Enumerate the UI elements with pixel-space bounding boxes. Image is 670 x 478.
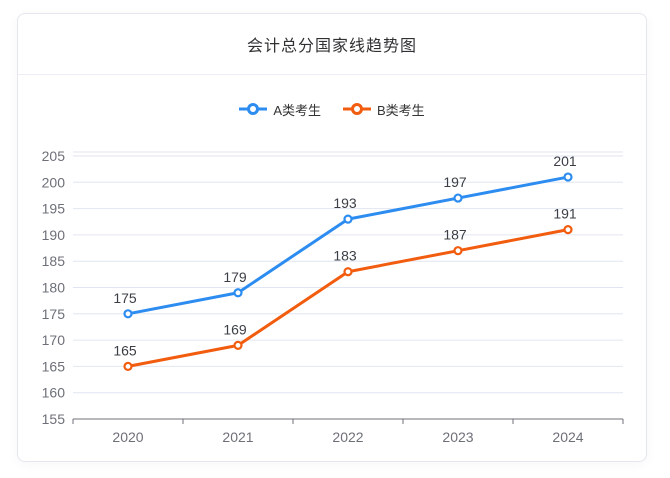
chart-legend: A类考生 B类考生	[18, 99, 646, 119]
series-1: 165 169 183 187 191	[113, 206, 577, 371]
y-tick-label: 170	[42, 332, 66, 348]
data-point	[343, 214, 353, 224]
x-axis: 2020 2021 2022 2023 2024	[72, 418, 624, 445]
legend-item-0[interactable]: A类考生	[239, 100, 321, 119]
chart-card-header: 会计总分国家线趋势图	[18, 14, 646, 75]
legend-marker-icon	[343, 103, 371, 115]
legend-label: A类考生	[273, 102, 321, 118]
y-tick-label: 205	[42, 148, 66, 164]
x-tick-label: 2022	[332, 429, 363, 445]
y-tick-label: 155	[42, 411, 66, 427]
data-label: 179	[223, 269, 247, 285]
data-label: 183	[333, 248, 357, 264]
legend-item-1[interactable]: B类考生	[343, 100, 425, 119]
legend-marker-icon	[239, 103, 268, 115]
series-0: 175 179 193 197 201	[113, 153, 577, 319]
data-label: 187	[443, 227, 467, 243]
data-point	[453, 193, 463, 203]
y-tick-label: 180	[42, 280, 66, 296]
data-point	[563, 225, 573, 235]
data-point	[123, 309, 133, 319]
data-point	[123, 361, 133, 371]
y-tick-label: 200	[42, 174, 66, 190]
data-point	[233, 288, 243, 298]
data-label: 175	[113, 290, 137, 306]
data-label: 165	[113, 342, 137, 358]
x-tick-label: 2024	[552, 429, 583, 445]
y-tick-label: 185	[42, 253, 66, 269]
data-point	[233, 340, 243, 350]
x-tick-label: 2023	[442, 429, 473, 445]
y-axis-labels: 155 160 165 170 175 180 185 190 195 200 205	[42, 148, 66, 427]
y-tick-label: 165	[42, 358, 66, 374]
legend-label: B类考生	[377, 102, 425, 118]
data-label: 191	[553, 206, 577, 222]
y-tick-label: 175	[42, 306, 66, 322]
chart-card: 会计总分国家线趋势图 A类考生 B类考生 155 160 165 170 175 180 18…	[17, 13, 647, 462]
y-tick-label: 160	[42, 385, 66, 401]
data-label: 169	[223, 321, 247, 337]
x-tick-label: 2021	[222, 429, 253, 445]
data-point	[343, 267, 353, 277]
data-point	[563, 172, 573, 182]
y-tick-label: 195	[42, 201, 66, 217]
data-label: 201	[553, 153, 577, 169]
data-label: 197	[443, 174, 467, 190]
x-tick-label: 2020	[112, 429, 143, 445]
data-point	[453, 246, 463, 256]
chart-title: 会计总分国家线趋势图	[246, 38, 417, 55]
chart-card-body: A类考生 B类考生 155 160 165 170 175 180 185 190 195 200 2…	[18, 99, 646, 456]
grid-lines	[73, 151, 623, 394]
data-label: 193	[333, 195, 357, 211]
y-tick-label: 190	[42, 227, 66, 243]
